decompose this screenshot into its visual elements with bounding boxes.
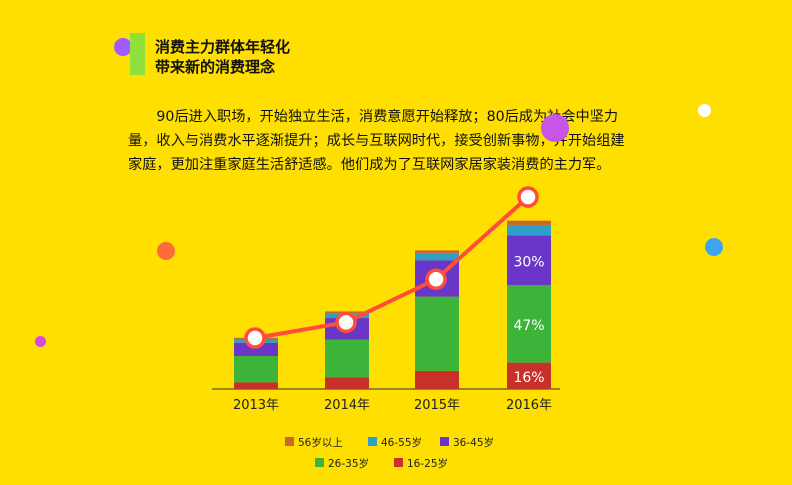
orange-dot-decoration xyxy=(157,242,175,260)
x-tick-label: 2014年 xyxy=(324,398,370,413)
pink-dot-decoration xyxy=(35,336,46,347)
bar-segment xyxy=(507,220,551,226)
bar-segment xyxy=(507,235,551,286)
title-accent-bar xyxy=(130,33,145,75)
white-dot-decoration xyxy=(698,104,711,117)
heading-line-1: 消费主力群体年轻化 xyxy=(155,38,291,56)
trend-point xyxy=(517,186,539,208)
legend-swatch xyxy=(368,437,377,446)
x-tick-label: 2013年 xyxy=(233,398,279,413)
bar-segment xyxy=(415,250,459,254)
heading-line-2: 带来新的消费理念 xyxy=(155,58,276,76)
bar-data-label: 16% xyxy=(513,370,544,386)
legend-label: 26-35岁 xyxy=(328,457,369,470)
bar-data-label: 30% xyxy=(513,254,544,270)
bar-data-label: 47% xyxy=(513,318,544,334)
trend-point xyxy=(244,327,266,349)
magenta-dot-decoration xyxy=(541,114,569,142)
legend-label: 56岁以上 xyxy=(298,436,343,449)
x-tick-label: 2015年 xyxy=(414,398,460,413)
body-paragraph: 90后进入职场，开始独立生活，消费意愿开始释放；80后成为社会中坚力量，收入与消… xyxy=(128,109,625,173)
bar-segment xyxy=(234,342,278,356)
legend-label: 36-45岁 xyxy=(453,436,494,449)
bar-segment xyxy=(507,362,551,389)
legend-swatch xyxy=(285,437,294,446)
bar-segment xyxy=(325,339,369,378)
legend-swatch xyxy=(315,458,324,467)
legend-label: 46-55岁 xyxy=(381,436,422,449)
bar-segment xyxy=(234,382,278,389)
bar-segment xyxy=(234,356,278,383)
bar-segment xyxy=(507,285,551,363)
x-tick-label: 2016年 xyxy=(506,398,552,413)
legend-label: 16-25岁 xyxy=(407,457,448,470)
legend-swatch xyxy=(394,458,403,467)
blue-dot-decoration xyxy=(705,238,723,256)
bar-segment xyxy=(325,377,369,389)
bar-segment xyxy=(415,296,459,371)
bar-segment xyxy=(415,370,459,389)
legend-swatch xyxy=(440,437,449,446)
bar-segment xyxy=(415,253,459,261)
trend-line xyxy=(254,195,530,340)
bar-segment xyxy=(507,225,551,236)
trend-point xyxy=(425,268,447,290)
purple-dot-decoration xyxy=(114,38,132,56)
trend-point xyxy=(335,311,357,334)
